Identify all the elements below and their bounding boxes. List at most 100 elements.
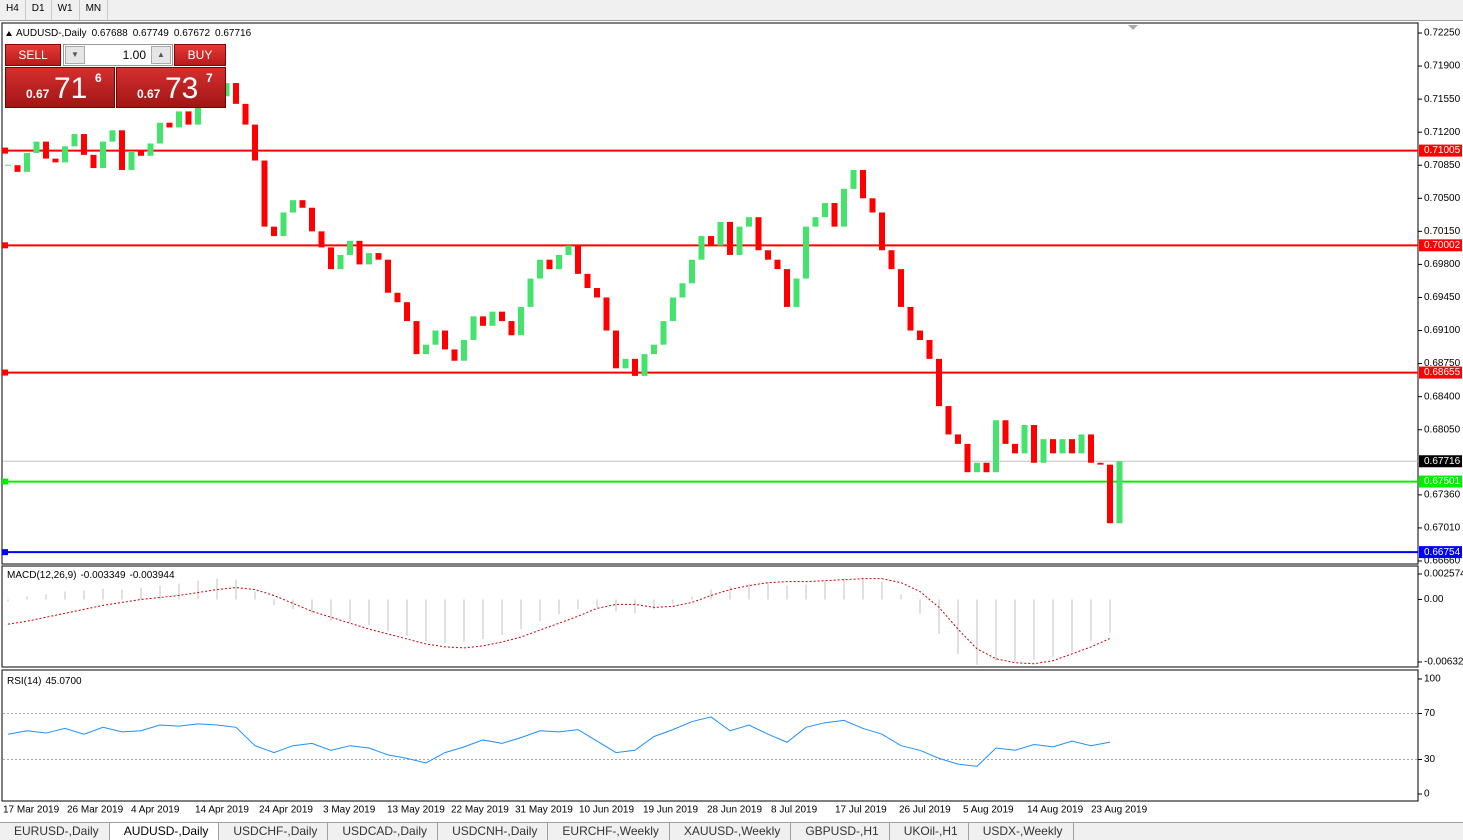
ask-price[interactable]: 0.67 73 7 [116,67,226,108]
candle [746,217,752,227]
candle [831,203,838,227]
level-label: 0.67501 [1424,476,1461,487]
x-tick-label: 24 Apr 2019 [259,805,313,816]
chart-tab[interactable]: GBPUSD-,H1 [791,823,890,840]
rsi-panel [1,669,1419,802]
candle [375,253,382,260]
x-tick-label: 17 Jul 2019 [835,805,887,816]
collapse-icon [6,31,12,36]
sell-button[interactable]: SELL [5,44,61,66]
candle [385,259,391,293]
candle [727,221,733,255]
macd-panel [1,565,1419,668]
level-marker [2,478,8,485]
y-tick-label: 0.68050 [1424,424,1461,435]
candle [518,306,524,336]
candle [670,297,676,322]
candle [955,434,961,444]
candle [1059,439,1066,454]
candle [613,330,619,369]
candle [983,462,990,473]
bid-big: 71 [54,72,88,105]
candle [81,134,87,155]
candle [869,198,876,213]
candle [964,443,971,473]
y-tick-label: -0.006326 [1424,657,1463,668]
chart-tab[interactable]: USDCAD-,Daily [328,823,439,840]
symbol: AUDUSD-,Daily [16,28,87,39]
level-marker [2,369,8,376]
candle [736,226,743,255]
candle [698,236,705,260]
rsi-value: 45.0700 [45,676,82,687]
candle [119,130,125,170]
lot-input[interactable]: 1.00 [63,44,173,66]
chart-tab[interactable]: EURUSD-,Daily [0,823,110,840]
candle [470,316,477,340]
timeframe-button[interactable]: D1 [26,0,52,20]
current-price-box [1419,455,1462,468]
chart-tab[interactable]: USDX-,Weekly [969,823,1074,840]
candle [489,311,496,326]
y-tick-label: 0.70500 [1424,193,1461,204]
candle [907,306,914,331]
candle [33,141,40,153]
candle [442,330,448,350]
candle [1116,461,1123,524]
candle [850,169,857,189]
y-tick-label: 0.71200 [1424,127,1461,138]
chart-tab[interactable]: EURCHF-,Weekly [548,823,670,840]
candle [879,212,885,251]
candle [993,420,999,473]
bid-prefix: 0.67 [26,87,50,101]
buy-button[interactable]: BUY [174,44,226,66]
candle [565,245,572,255]
candle [755,217,762,251]
x-tick-label: 31 May 2019 [515,805,573,816]
timeframe-button[interactable]: W1 [52,0,80,20]
x-tick-label: 28 Jun 2019 [707,805,762,816]
candle [793,278,800,307]
candle [347,240,353,255]
ohlc-value: 0.67688 [92,28,129,39]
candle [974,462,980,473]
lot-down[interactable]: ▼ [65,46,85,64]
candle [166,122,173,128]
candle [632,358,638,376]
timeframe-button[interactable]: MN [80,0,109,20]
y-tick-label: 0.00 [1424,594,1444,605]
x-tick-label: 26 Jul 2019 [899,805,951,816]
candle [43,141,49,159]
candle [1097,462,1104,465]
candle [575,245,581,274]
ask-prefix: 0.67 [137,87,161,101]
timeframe-button[interactable]: H4 [0,0,26,20]
chart-tab[interactable]: USDCNH-,Daily [438,823,549,840]
chart: 0.72250 0.71900 0.71550 0.71200 0.70850 0.705… [1,22,1463,816]
candle [537,259,543,279]
y-tick-label: 0.69100 [1424,325,1461,336]
candle [413,321,420,355]
y-tick-label: 0.71900 [1424,61,1461,72]
rsi-header: RSI(14) 45.0700 [7,676,82,687]
candle [271,226,277,237]
level-label-box [1419,366,1462,379]
candle [404,302,410,322]
candle [309,207,315,232]
chart-tab[interactable]: AUDUSD-,Daily [109,823,220,840]
chart-tab[interactable]: UKOil-,H1 [890,823,969,840]
ask-small: 7 [206,71,213,85]
chart-tab[interactable]: USDCHF-,Daily [219,823,329,840]
candle [822,203,828,218]
lot-up[interactable]: ▲ [151,46,171,64]
candle [423,344,429,355]
candle [594,288,600,298]
candle [318,231,325,248]
candle [784,269,790,307]
level-marker [2,549,8,556]
candle [1050,439,1056,454]
bid-price[interactable]: 0.67 71 6 [5,67,115,108]
chart-tab[interactable]: XAUUSD-,Weekly [670,823,792,840]
candle [480,316,486,326]
